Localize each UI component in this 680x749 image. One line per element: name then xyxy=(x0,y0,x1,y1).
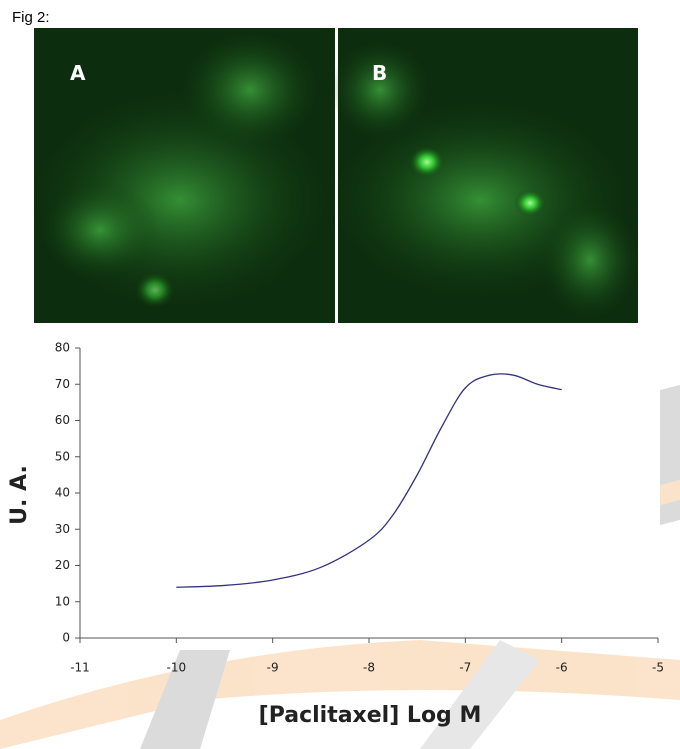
data-line xyxy=(176,373,562,588)
x-axis-title: [Paclitaxel] Log M xyxy=(259,703,482,728)
chart: U. A. [Paclitaxel] Log M xyxy=(7,465,481,728)
x-tick-label: -9 xyxy=(267,661,279,675)
y-tick-label: 10 xyxy=(55,594,70,608)
figure-label: Fig 2: xyxy=(12,9,50,26)
x-tick-label: -8 xyxy=(363,661,375,675)
watermark xyxy=(0,385,680,749)
panel-label: B xyxy=(372,61,387,85)
y-tick-label: 30 xyxy=(55,522,70,536)
y-tick-label: 50 xyxy=(55,449,70,463)
x-tick-label: -7 xyxy=(459,661,471,675)
y-tick-label: 0 xyxy=(62,631,70,645)
y-tick-label: 20 xyxy=(55,558,70,572)
micrograph-a: A xyxy=(30,28,335,323)
micrograph-b: B xyxy=(330,28,640,323)
panel-label: A xyxy=(70,61,86,85)
y-tick-label: 80 xyxy=(55,341,70,355)
y-axis-title: U. A. xyxy=(7,465,32,525)
y-tick-label: 70 xyxy=(55,377,70,391)
x-tick-label: -5 xyxy=(652,661,664,675)
y-tick-label: 60 xyxy=(55,413,70,427)
x-tick-label: -6 xyxy=(556,661,568,675)
x-tick-label: -10 xyxy=(167,661,187,675)
y-tick-label: 40 xyxy=(55,486,70,500)
x-tick-label: -11 xyxy=(70,661,90,675)
